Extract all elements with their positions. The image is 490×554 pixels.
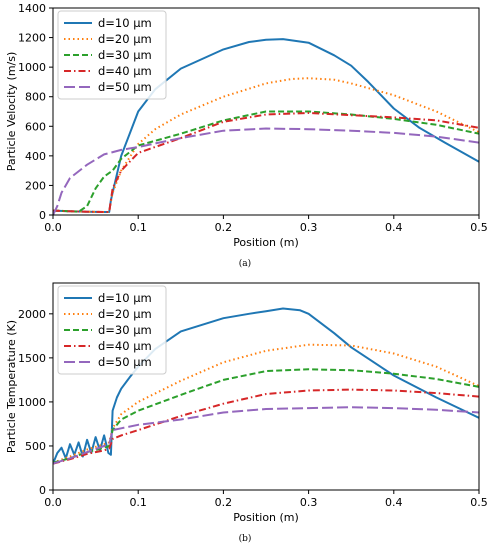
y-tick-label: 800 (25, 91, 46, 104)
panel-temperature: 0.0 0.1 0.2 0.3 0.4 0.5 0 500 1000 1500 2000 Posit… (5, 282, 488, 544)
x-tick-label: 0.5 (470, 221, 488, 234)
legend: d=10 μm d=20 μm d=30 μm d=40 μm d=50 μm (57, 285, 167, 375)
y-tick-label: 2000 (18, 308, 46, 321)
x-tick-label: 0.3 (300, 221, 318, 234)
x-tick-label: 0.2 (215, 496, 233, 509)
x-tick-label: 0.5 (470, 496, 488, 509)
legend-entry: d=10 μm (98, 291, 152, 305)
y-tick-label: 400 (25, 150, 46, 163)
series-line (53, 127, 479, 215)
legend-entry: d=50 μm (98, 355, 152, 369)
series-line (53, 110, 479, 213)
x-tick-label: 0.1 (129, 221, 147, 234)
legend: d=10 μm d=20 μm d=30 μm d=40 μm d=50 μm (57, 10, 167, 100)
series-line (53, 406, 479, 465)
y-tick-label: 1200 (18, 32, 46, 45)
x-tick-label: 0.3 (300, 496, 318, 509)
y-tick-label: 1000 (18, 396, 46, 409)
y-tick-label: 1400 (18, 2, 46, 15)
panel-caption: (a) (239, 258, 251, 269)
y-tick-label: 0 (39, 484, 46, 497)
x-tick-label: 0.4 (385, 221, 403, 234)
x-axis-label: Position (m) (233, 236, 299, 249)
legend-entry: d=40 μm (98, 64, 152, 78)
legend-entry: d=20 μm (98, 32, 152, 46)
y-axis-label: Particle Velocity (m/s) (5, 52, 18, 172)
x-tick-label: 0.1 (129, 496, 147, 509)
x-tick-label: 0.4 (385, 496, 403, 509)
y-tick-label: 0 (39, 209, 46, 222)
legend-entry: d=30 μm (98, 323, 152, 337)
plot-frame (52, 282, 480, 491)
panel-velocity: 0.0 0.1 0.2 0.3 0.4 0.5 0 200 400 600 800 1000 1200 1… (5, 2, 488, 269)
plot-frame (52, 7, 480, 216)
y-tick-label: 500 (25, 440, 46, 453)
y-axis-label: Particle Temperature (K) (5, 320, 18, 453)
x-tick-label: 0.0 (44, 496, 62, 509)
panel-caption: (b) (239, 533, 252, 544)
x-tick-label: 0.2 (215, 221, 233, 234)
x-axis-label: Position (m) (233, 511, 299, 524)
series-line (53, 307, 479, 464)
series-line (53, 343, 479, 464)
legend-entry: d=10 μm (98, 16, 152, 30)
y-tick-label: 1500 (18, 352, 46, 365)
legend-entry: d=40 μm (98, 339, 152, 353)
series-line (53, 112, 479, 213)
y-tick-label: 600 (25, 120, 46, 133)
x-tick-label: 0.0 (44, 221, 62, 234)
legend-entry: d=20 μm (98, 307, 152, 321)
legend-entry: d=50 μm (98, 80, 152, 94)
y-tick-label: 200 (25, 179, 46, 192)
legend-box (57, 285, 167, 375)
series-line (53, 368, 479, 464)
legend-entry: d=30 μm (98, 48, 152, 62)
legend-box (57, 10, 167, 100)
y-tick-label: 1000 (18, 61, 46, 74)
